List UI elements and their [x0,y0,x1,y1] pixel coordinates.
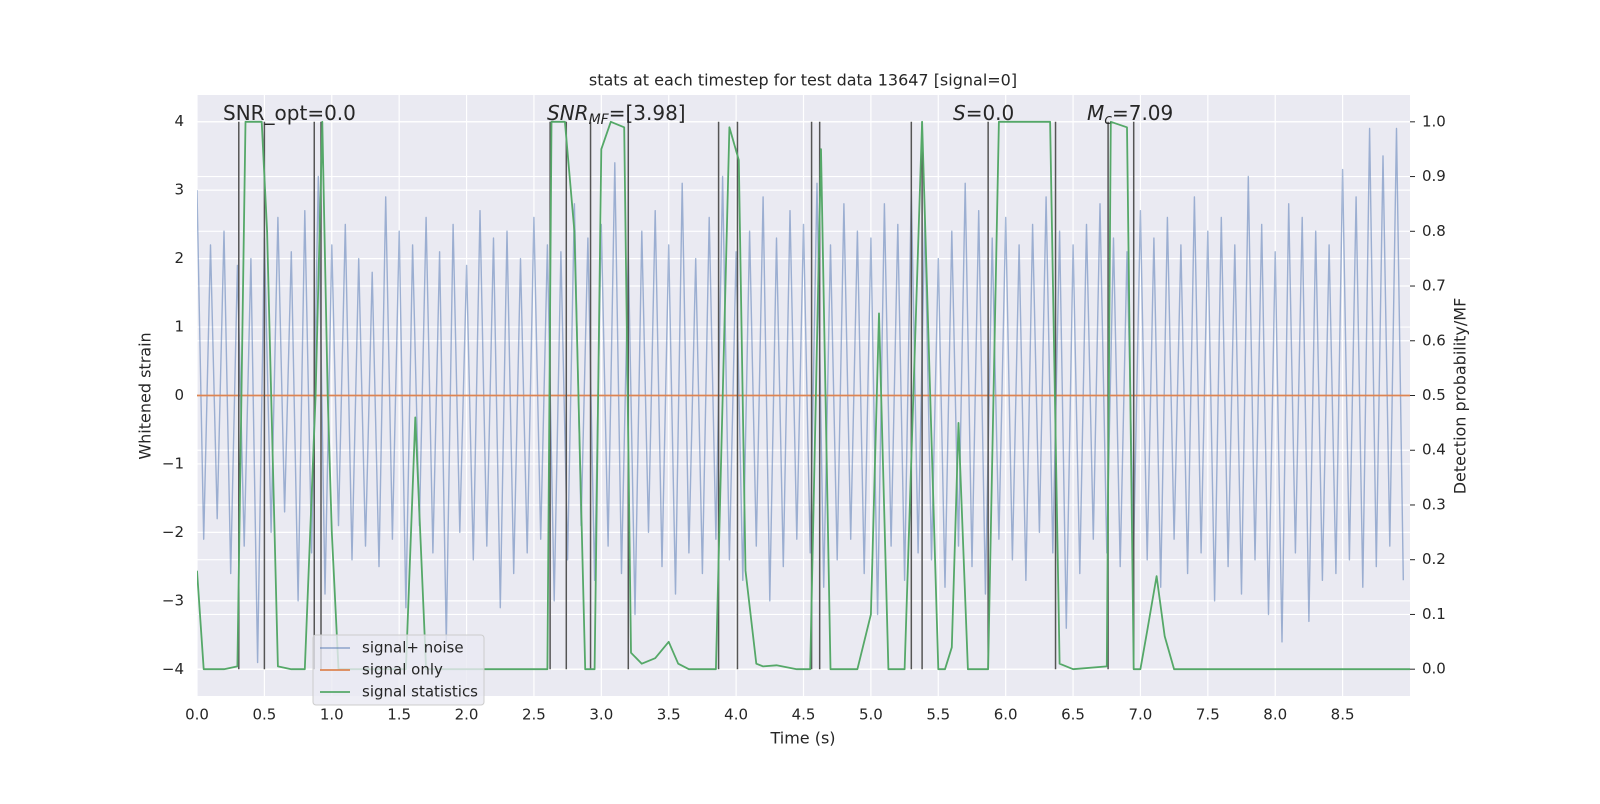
annotation-part: M [1087,101,1104,125]
legend-label: signal+ noise [362,639,464,657]
plot [197,120,1410,671]
y-tick-label: 4 [174,112,184,130]
x-tick-label: 2.5 [522,706,546,724]
annotation-part: SNR [547,101,589,125]
annotation-part: MF [589,112,610,128]
legend-box [312,634,485,706]
x-tick-label: 5.5 [926,706,950,724]
annotation: S=0.0 [953,101,1014,125]
y-tick-label: 0 [174,386,184,404]
x-axis-label: Time (s) [769,729,835,748]
y2-tick-label: 0.2 [1422,550,1446,568]
x-tick-label: 3.0 [589,706,613,724]
y2-tick-label: 0.8 [1422,222,1446,240]
y2-tick-label: 0.0 [1422,660,1446,678]
x-tick-label: 6.5 [1061,706,1085,724]
annotation-part: c [1104,112,1112,128]
annotation: SNR_opt=0.0 [223,101,356,125]
x-tick-label: 0.5 [252,706,276,724]
x-tick-label: 4.5 [792,706,816,724]
x-tick-label: 8.5 [1331,706,1355,724]
x-tick-label: 2.0 [455,706,479,724]
y-tick-label: 1 [174,318,184,336]
y2-tick-label: 0.1 [1422,605,1446,623]
x-tick-label: 1.5 [387,706,411,724]
annotation: SNRMF=[3.98] [547,101,686,129]
y-tick-label: −2 [162,523,184,541]
y2-tick-label: 0.3 [1422,495,1446,513]
chart-title: stats at each timestep for test data 136… [589,71,1017,90]
y-tick-label: −1 [162,454,184,472]
y2-axis-label: Detection probability/MF [1451,298,1470,495]
legend-label: signal only [362,661,443,679]
y2-tick-label: 1.0 [1422,112,1446,130]
y2-tick-label: 0.4 [1422,441,1446,459]
x-tick-label: 7.5 [1196,706,1220,724]
y-tick-label: 3 [174,181,184,199]
x-tick-label: 8.0 [1263,706,1287,724]
x-tick-label: 3.5 [657,706,681,724]
y-tick-label: 2 [174,249,184,267]
annotation-part: =0.0 [966,101,1015,125]
legend: signal+ noise signal only signal statistic… [312,634,485,706]
y-axis-label: Whitened strain [136,332,155,459]
annotation-part: S [953,101,966,125]
annotation-part: =[3.98] [609,101,686,125]
y2-tick-label: 0.9 [1422,167,1446,185]
annotation: Mc=7.09 [1087,101,1173,129]
x-tick-label: 5.0 [859,706,883,724]
y-tick-label: −4 [162,660,184,678]
x-tick-label: 1.0 [320,706,344,724]
legend-label: signal statistics [362,683,478,701]
y-tick-label: −3 [162,591,184,609]
x-tick-label: 4.0 [724,706,748,724]
x-tick-label: 7.0 [1129,706,1153,724]
annotation-part: =7.09 [1112,101,1173,125]
x-tick-label: 0.0 [185,706,209,724]
series-line [197,127,1404,664]
x-tick-label: 6.0 [994,706,1018,724]
annotation-part: SNR_opt=0.0 [223,101,356,125]
series-line [197,120,1410,671]
y2-tick-label: 0.7 [1422,277,1446,295]
y2-tick-label: 0.6 [1422,331,1446,349]
y2-tick-label: 0.5 [1422,386,1446,404]
